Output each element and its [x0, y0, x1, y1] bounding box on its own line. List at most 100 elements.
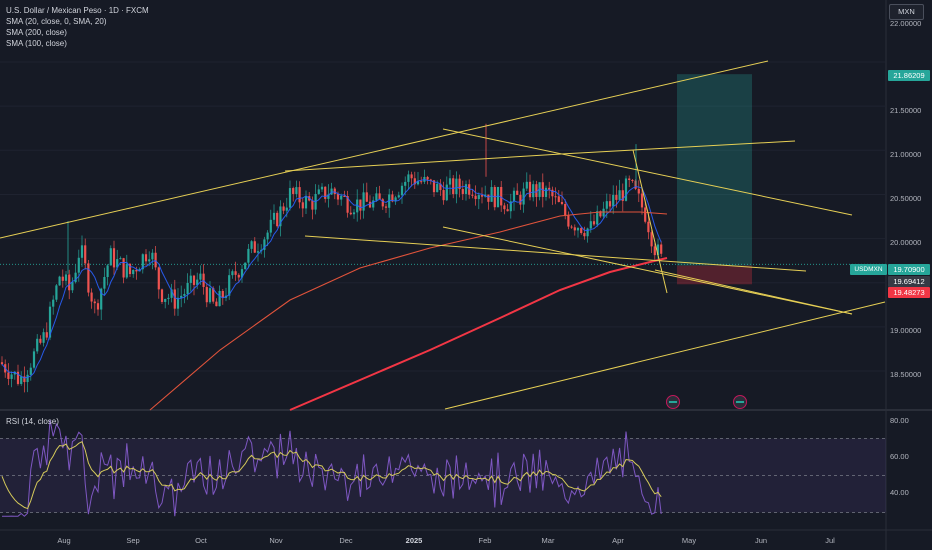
- price-tick: 19.00000: [890, 326, 922, 335]
- candle-body: [647, 221, 650, 233]
- candle-body: [96, 303, 100, 310]
- candle-body: [375, 193, 378, 201]
- candle-body: [628, 178, 631, 181]
- economic-event-icon[interactable]: [733, 395, 747, 409]
- candle-body: [77, 257, 80, 273]
- candle-body: [621, 190, 624, 201]
- price-tick: 20.00000: [890, 238, 922, 247]
- sma200-legend[interactable]: SMA (200, close): [6, 28, 67, 37]
- candle-body: [544, 187, 548, 197]
- sma100-legend[interactable]: SMA (100, close): [6, 39, 67, 48]
- time-label: 2025: [405, 536, 423, 545]
- candle-body: [567, 215, 570, 227]
- candle-body: [141, 254, 144, 270]
- candle-body: [650, 232, 653, 247]
- candle-body: [276, 212, 279, 227]
- candle-body: [368, 201, 372, 208]
- trendline: [284, 153, 562, 172]
- candle-body: [42, 332, 45, 343]
- sma20-line: [1, 178, 662, 379]
- trendline: [560, 140, 796, 155]
- candle-body: [109, 248, 112, 266]
- symbol-title[interactable]: U.S. Dollar / Mexican Peso · 1D · FXCM: [6, 6, 149, 15]
- time-label: Dec: [339, 536, 353, 545]
- candle-body: [535, 184, 538, 197]
- candle-body: [100, 288, 103, 310]
- candle-body: [653, 246, 656, 256]
- candle-body: [39, 338, 42, 343]
- candle-body: [45, 332, 48, 338]
- candle-body: [602, 208, 605, 217]
- rsi-legend[interactable]: RSI (14, close): [6, 417, 59, 426]
- candle-body: [119, 258, 122, 260]
- chart-legend: U.S. Dollar / Mexican Peso · 1D · FXCM S…: [6, 5, 149, 49]
- entry-price-tag: 19.69412: [888, 276, 930, 287]
- candle-body: [551, 189, 554, 197]
- candle-body: [173, 289, 176, 309]
- price-tick: 21.50000: [890, 106, 922, 115]
- candlesticks: [0, 123, 663, 393]
- candle-body: [416, 181, 420, 185]
- candle-body: [170, 289, 173, 298]
- candle-body: [624, 178, 628, 201]
- time-label: Aug: [57, 536, 71, 545]
- candle-body: [87, 263, 90, 293]
- long-position-tool[interactable]: [0, 74, 886, 285]
- trendline: [632, 149, 668, 294]
- sma20-legend[interactable]: SMA (20, close, 0, SMA, 20): [6, 17, 107, 26]
- economic-event-icon[interactable]: [666, 395, 680, 409]
- candle-body: [612, 194, 615, 207]
- candle-body: [397, 195, 400, 198]
- currency-button[interactable]: MXN: [889, 4, 924, 20]
- candle-body: [352, 212, 356, 215]
- candle-body: [596, 211, 599, 225]
- rsi-tick: 80.00: [890, 416, 909, 425]
- candle-body: [20, 376, 23, 384]
- candle-body: [432, 180, 436, 193]
- candle-body: [80, 245, 84, 258]
- candle-body: [500, 186, 503, 206]
- price-tick: 22.00000: [890, 19, 922, 28]
- candle-body: [135, 269, 138, 272]
- candle-body: [413, 178, 416, 185]
- candle-body: [160, 289, 164, 302]
- time-label: Mar: [541, 536, 555, 545]
- candle-body: [23, 376, 26, 383]
- trendline: [0, 60, 769, 239]
- last-price-tag: 19.70900: [888, 264, 930, 275]
- candle-body: [263, 239, 266, 250]
- candle-body: [7, 372, 10, 379]
- candle-body: [426, 176, 429, 180]
- candle-body: [512, 190, 516, 202]
- candle-body: [548, 187, 551, 190]
- candle-body: [52, 299, 55, 307]
- trendline: [444, 301, 886, 410]
- candle-body: [359, 199, 362, 211]
- candle-body: [148, 259, 151, 262]
- candle-body: [116, 259, 119, 268]
- candle-body: [144, 254, 148, 262]
- trendlines[interactable]: [0, 60, 886, 410]
- candle-body: [90, 292, 93, 302]
- candle-body: [660, 244, 663, 254]
- candle-body: [282, 206, 285, 211]
- candle-body: [592, 221, 596, 225]
- candle-body: [10, 374, 13, 379]
- candle-body: [247, 248, 250, 263]
- candle-body: [125, 263, 128, 278]
- candle-body: [311, 200, 314, 210]
- candle-body: [74, 272, 77, 283]
- candle-body: [487, 194, 490, 202]
- candle-body: [58, 276, 61, 286]
- candle-body: [180, 295, 183, 298]
- candle-body: [55, 285, 58, 300]
- candle-body: [429, 179, 432, 181]
- candle-body: [266, 232, 269, 240]
- candle-body: [333, 188, 336, 195]
- sma100-line: [149, 211, 668, 411]
- candle-body: [212, 288, 215, 302]
- candle-body: [400, 185, 404, 196]
- candle-body: [298, 187, 301, 203]
- candle-body: [464, 184, 468, 194]
